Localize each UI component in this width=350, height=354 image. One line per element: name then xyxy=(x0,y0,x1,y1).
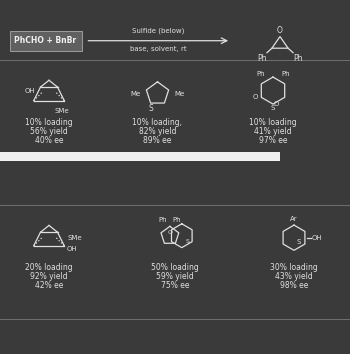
Text: Ar: Ar xyxy=(290,216,298,222)
Text: 42% ee: 42% ee xyxy=(35,281,63,290)
Text: 92% yield: 92% yield xyxy=(30,272,68,281)
Text: 56% yield: 56% yield xyxy=(30,127,68,136)
Text: base, solvent, rt: base, solvent, rt xyxy=(130,46,187,52)
Text: Me: Me xyxy=(174,91,184,97)
Text: O: O xyxy=(274,101,279,107)
Text: SMe: SMe xyxy=(54,108,69,114)
Text: Ph: Ph xyxy=(257,54,266,63)
Text: 20% loading: 20% loading xyxy=(25,263,73,272)
Text: 59% yield: 59% yield xyxy=(156,272,194,281)
Text: 10% loading: 10% loading xyxy=(249,118,297,127)
FancyBboxPatch shape xyxy=(0,152,280,161)
Text: 97% ee: 97% ee xyxy=(259,136,287,144)
Text: 40% ee: 40% ee xyxy=(35,136,63,144)
Text: 10% loading: 10% loading xyxy=(25,118,73,127)
Text: S: S xyxy=(297,239,301,245)
Text: Me: Me xyxy=(131,91,141,97)
Text: OH: OH xyxy=(25,87,35,93)
Text: Ph: Ph xyxy=(256,70,265,76)
Text: S: S xyxy=(271,105,275,111)
Text: 82% yield: 82% yield xyxy=(139,127,176,136)
Text: OH: OH xyxy=(312,235,322,241)
Text: Ph: Ph xyxy=(173,217,181,223)
Text: O: O xyxy=(277,25,283,35)
Text: 43% yield: 43% yield xyxy=(275,272,313,281)
Text: 41% yield: 41% yield xyxy=(254,127,292,136)
Text: S: S xyxy=(148,104,153,113)
Text: 10% loading,: 10% loading, xyxy=(133,118,182,127)
Text: 50% loading: 50% loading xyxy=(151,263,199,272)
Text: SMe: SMe xyxy=(67,235,82,241)
Text: Ph: Ph xyxy=(294,54,303,63)
Text: S: S xyxy=(186,239,190,244)
Text: OH: OH xyxy=(67,246,78,252)
Text: Ph: Ph xyxy=(281,70,290,76)
Text: 98% ee: 98% ee xyxy=(280,281,308,290)
Text: 75% ee: 75% ee xyxy=(161,281,189,290)
Text: 89% ee: 89% ee xyxy=(143,136,172,144)
Text: Ph: Ph xyxy=(159,217,167,223)
Text: O: O xyxy=(167,230,173,235)
Text: O: O xyxy=(253,94,258,100)
Text: PhCHO + BnBr: PhCHO + BnBr xyxy=(14,36,77,45)
FancyBboxPatch shape xyxy=(9,31,82,51)
Text: 30% loading: 30% loading xyxy=(270,263,318,272)
Text: Sulfide (below): Sulfide (below) xyxy=(132,27,184,34)
